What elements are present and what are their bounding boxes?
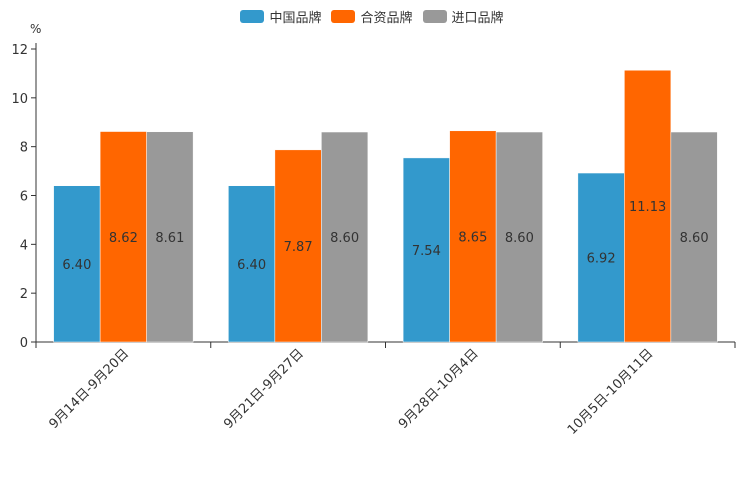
bar [99,131,147,343]
bar [449,130,497,343]
data-label: 8.62 [109,231,138,246]
bar [228,185,276,343]
y-tick-label: 4 [20,238,28,253]
y-tick-label: 0 [20,336,28,351]
bar [624,69,672,343]
legend-label-joint: 合资品牌 [360,11,413,26]
x-tick-label: 9月14日-9月20日 [46,346,132,432]
data-label: 7.54 [412,244,441,259]
bar [274,149,322,343]
legend-item-china[interactable]: 中国品牌 [240,7,321,26]
bar [495,131,543,343]
y-tick-label: 6 [20,190,28,205]
legend-swatch-china [240,10,265,23]
y-tick-label: 12 [11,43,28,58]
bar [402,157,450,343]
data-label: 8.60 [680,231,709,246]
y-axis-unit: % [30,22,42,36]
data-label: 11.13 [629,200,666,215]
data-label: 7.87 [284,240,313,255]
legend-label-china: 中国品牌 [269,11,322,26]
legend-label-import: 进口品牌 [451,11,504,26]
legend: 中国品牌 合资品牌 进口品牌 [0,7,744,26]
y-tick-label: 10 [11,92,28,107]
legend-item-joint[interactable]: 合资品牌 [331,7,413,26]
bar [577,172,625,343]
data-label: 8.60 [505,231,534,246]
y-tick-label: 8 [20,141,28,156]
data-label: 6.40 [62,258,91,273]
bar [670,131,718,343]
bar [146,131,194,343]
x-tick-label: 9月21日-9月27日 [221,346,307,432]
legend-item-import[interactable]: 进口品牌 [422,7,504,26]
bar [321,131,369,343]
data-label: 8.65 [458,230,487,245]
data-label: 6.92 [587,252,616,267]
data-label: 8.61 [155,231,184,246]
bar [53,185,101,343]
legend-swatch-import [422,10,447,23]
x-tick-label: 9月28日-10月4日 [396,346,482,432]
legend-swatch-joint [331,10,356,23]
x-tick-label: 10月5日-10月11日 [565,346,657,438]
y-tick-label: 2 [20,287,28,302]
data-label: 6.40 [237,258,266,273]
data-label: 8.60 [330,231,359,246]
